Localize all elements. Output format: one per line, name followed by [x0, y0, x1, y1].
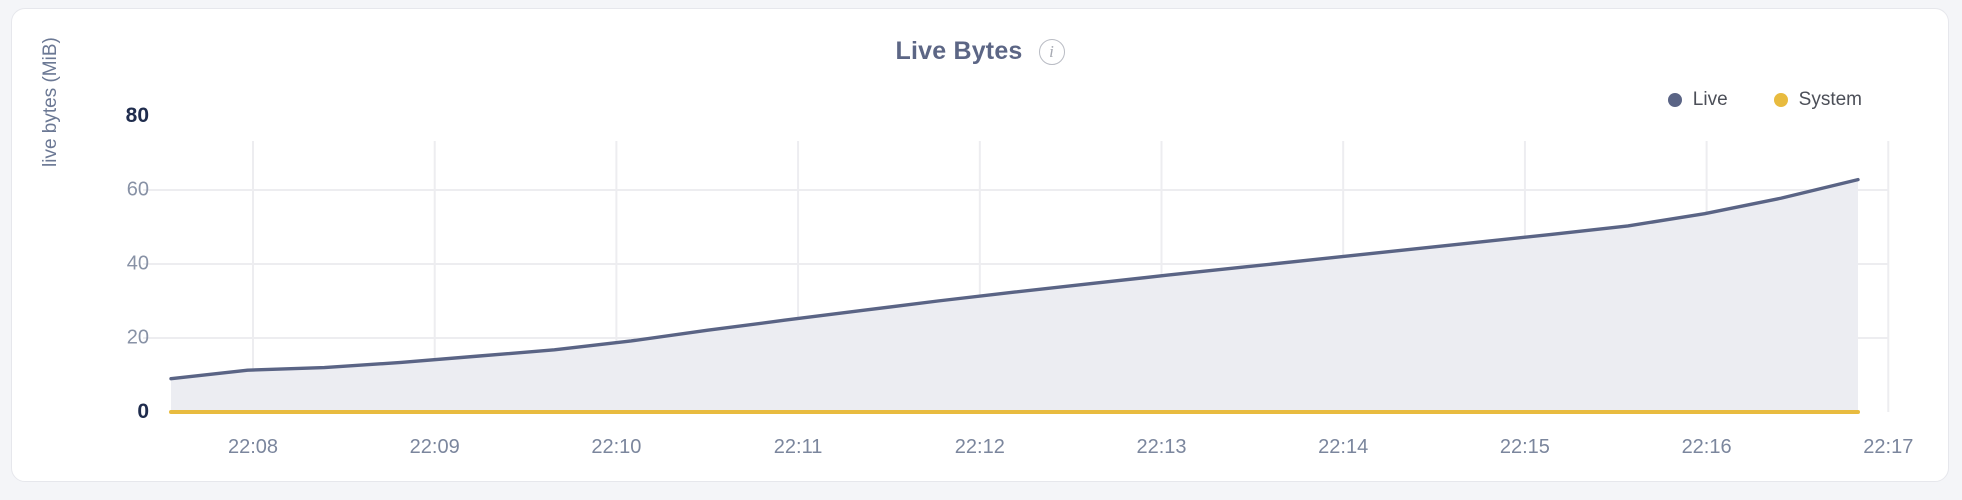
x-axis-tick-label: 22:10	[591, 436, 642, 458]
x-axis-tick-label: 22:14	[1318, 436, 1369, 458]
live-bytes-card: Live Bytes i Live System live bytes (MiB…	[11, 8, 1949, 482]
legend-item-system[interactable]: System	[1773, 89, 1862, 111]
legend-label-system: System	[1798, 89, 1862, 110]
live-area-fill	[171, 179, 1858, 412]
live-line	[169, 177, 1860, 381]
legend-label-live: Live	[1692, 89, 1728, 110]
x-axis-tick-label: 22:15	[1499, 436, 1550, 458]
y-axis-tick-label: 40	[126, 252, 149, 275]
x-axis-tick-label: 22:12	[954, 436, 1005, 458]
card-header: Live Bytes i	[12, 37, 1948, 66]
x-axis-tick-label: 22:11	[773, 436, 823, 458]
x-axis-tick-label: 22:13	[1136, 436, 1187, 458]
plot-area	[12, 9, 1950, 483]
x-axis-tick-label: 22:09	[409, 436, 460, 458]
legend-dot-live	[1667, 93, 1682, 107]
info-icon[interactable]: i	[1038, 38, 1065, 65]
legend-item-live[interactable]: Live	[1667, 89, 1728, 111]
legend-dot-system	[1773, 93, 1788, 107]
y-axis-tick-label: 0	[137, 400, 149, 423]
y-axis-tick-label: 60	[126, 178, 149, 201]
y-axis-tick-label: 20	[126, 326, 149, 349]
chart-svg	[143, 141, 1890, 414]
x-axis-tick-label: 22:08	[227, 436, 279, 458]
x-axis-tick-label: 22:17	[1863, 436, 1914, 458]
x-axis-tick-label: 22:16	[1681, 436, 1732, 458]
page-title: Live Bytes	[895, 37, 1023, 65]
y-axis-tick-label: 80	[125, 104, 149, 127]
chart-legend: Live System	[1667, 89, 1862, 111]
